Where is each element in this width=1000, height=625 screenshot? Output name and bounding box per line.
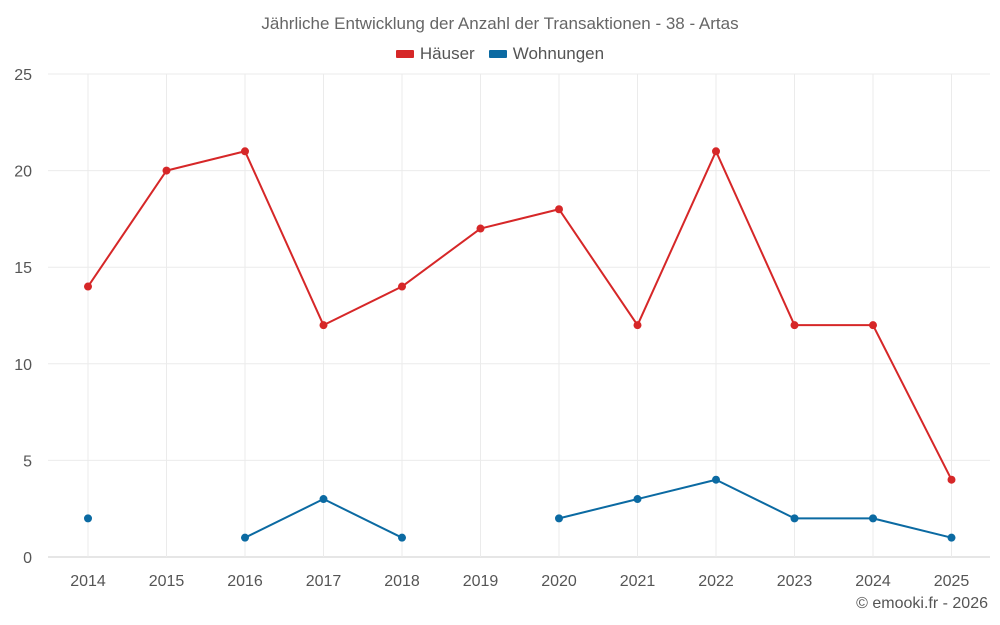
x-tick-label: 2022 [698, 573, 734, 590]
x-tick-label: 2018 [384, 573, 420, 590]
x-tick-label: 2024 [855, 573, 891, 590]
y-tick-label: 5 [23, 453, 32, 470]
y-tick-label: 0 [23, 550, 32, 567]
data-point-wohnungen-2023[interactable] [790, 514, 799, 523]
data-point-wohnungen-2020[interactable] [555, 514, 563, 523]
data-point-haeuser-2017[interactable] [319, 321, 328, 330]
data-point-haeuser-2025[interactable] [947, 475, 956, 484]
legend-swatch-wohnungen [488, 50, 507, 58]
data-point-haeuser-2015[interactable] [162, 166, 171, 175]
data-point-haeuser-2014[interactable] [84, 282, 92, 291]
data-point-wohnungen-2014[interactable] [84, 514, 92, 523]
chart-title: Jährliche Entwicklung der Anzahl der Tra… [261, 14, 739, 33]
credit-text: © emooki.fr - 2026 [856, 595, 988, 612]
y-tick-label: 20 [14, 164, 32, 181]
y-tick-label: 10 [14, 357, 32, 374]
data-point-haeuser-2023[interactable] [790, 321, 799, 330]
legend-swatch-haeuser [395, 50, 414, 58]
x-tick-label: 2015 [149, 573, 185, 590]
legend-item-haeuser[interactable]: Häuser [395, 44, 475, 64]
x-tick-label: 2014 [70, 573, 106, 590]
y-tick-label: 25 [14, 67, 32, 84]
x-tick-label: 2017 [306, 573, 342, 590]
data-point-haeuser-2020[interactable] [555, 205, 563, 214]
x-tick-label: 2025 [934, 573, 970, 590]
x-tick-label: 2023 [777, 573, 813, 590]
data-point-wohnungen-2024[interactable] [869, 514, 877, 523]
data-point-haeuser-2019[interactable] [476, 224, 485, 233]
data-point-wohnungen-2021[interactable] [633, 495, 642, 504]
data-point-haeuser-2022[interactable] [712, 147, 720, 156]
data-point-wohnungen-2017[interactable] [319, 495, 328, 504]
x-tick-label: 2020 [541, 573, 577, 590]
data-point-haeuser-2016[interactable] [241, 147, 249, 156]
legend-label-wohnungen: Wohnungen [512, 44, 605, 63]
data-point-wohnungen-2018[interactable] [398, 533, 406, 542]
x-tick-label: 2016 [227, 573, 263, 590]
y-tick-label: 15 [14, 260, 32, 277]
legend-label-haeuser: Häuser [419, 44, 475, 63]
series-line-haeuser [87, 150, 953, 481]
data-point-wohnungen-2016[interactable] [241, 533, 249, 542]
data-point-wohnungen-2022[interactable] [712, 475, 720, 484]
data-point-haeuser-2018[interactable] [398, 282, 406, 291]
legend: Häuser Wohnungen [0, 44, 1000, 64]
x-tick-label: 2021 [620, 573, 656, 590]
x-tick-label: 2019 [463, 573, 499, 590]
series-line-wohnungen [558, 478, 952, 539]
data-point-haeuser-2021[interactable] [633, 321, 642, 330]
data-point-wohnungen-2025[interactable] [947, 533, 956, 542]
data-point-haeuser-2024[interactable] [869, 321, 877, 330]
legend-item-wohnungen[interactable]: Wohnungen [488, 44, 605, 64]
